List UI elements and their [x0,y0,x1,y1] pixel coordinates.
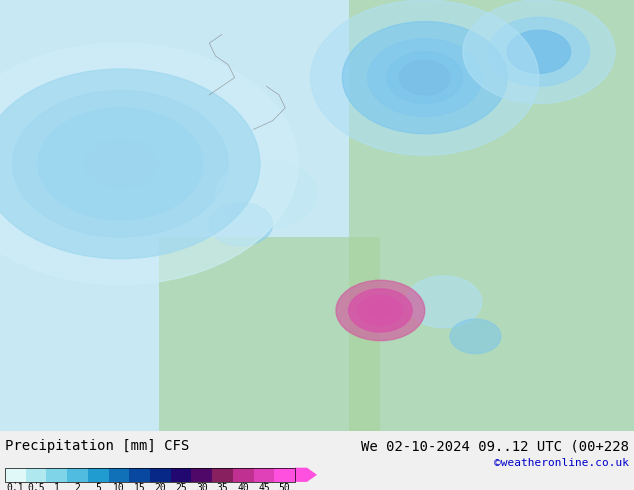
Circle shape [488,17,590,86]
Circle shape [38,108,203,220]
Bar [191,467,212,482]
Bar [5,467,26,482]
Bar [158,237,380,431]
Circle shape [406,276,482,328]
Text: 45: 45 [258,483,270,490]
Bar [26,467,46,482]
Text: 0.5: 0.5 [27,483,45,490]
Circle shape [311,0,539,155]
Text: 0.1: 0.1 [6,483,24,490]
FancyArrow shape [295,467,317,482]
Circle shape [349,289,412,332]
Text: 40: 40 [237,483,249,490]
Text: 50: 50 [279,483,290,490]
Circle shape [463,0,615,103]
Text: 2: 2 [75,483,81,490]
Circle shape [450,319,501,354]
Text: 30: 30 [196,483,208,490]
Bar [67,467,88,482]
Bar [108,467,129,482]
Circle shape [336,280,425,341]
Circle shape [0,43,298,285]
Text: 15: 15 [134,483,146,490]
Circle shape [216,160,317,228]
Text: ©weatheronline.co.uk: ©weatheronline.co.uk [494,458,629,467]
Circle shape [387,52,463,103]
Text: 25: 25 [175,483,187,490]
Text: 20: 20 [155,483,166,490]
Circle shape [13,91,228,237]
Text: 35: 35 [217,483,228,490]
Circle shape [209,203,273,246]
Bar [88,467,108,482]
Text: Precipitation [mm] CFS: Precipitation [mm] CFS [5,440,190,453]
Bar [46,467,67,482]
Text: 1: 1 [54,483,60,490]
Bar [150,467,171,482]
Text: 10: 10 [113,483,125,490]
Bar [349,0,634,431]
Text: 5: 5 [95,483,101,490]
Circle shape [342,22,507,134]
Circle shape [374,306,387,315]
Circle shape [507,30,571,74]
Bar [233,467,254,482]
Circle shape [0,69,260,259]
Circle shape [63,125,178,203]
Circle shape [399,60,450,95]
Bar [212,467,233,482]
Text: We 02-10-2024 09..12 UTC (00+228: We 02-10-2024 09..12 UTC (00+228 [361,440,629,453]
Circle shape [82,138,158,190]
Circle shape [368,39,482,117]
Bar [254,467,275,482]
Bar [275,467,295,482]
Bar [5,467,295,482]
Circle shape [368,302,393,319]
Bar [129,467,150,482]
Circle shape [358,295,403,325]
Circle shape [95,147,146,181]
Bar [171,467,191,482]
